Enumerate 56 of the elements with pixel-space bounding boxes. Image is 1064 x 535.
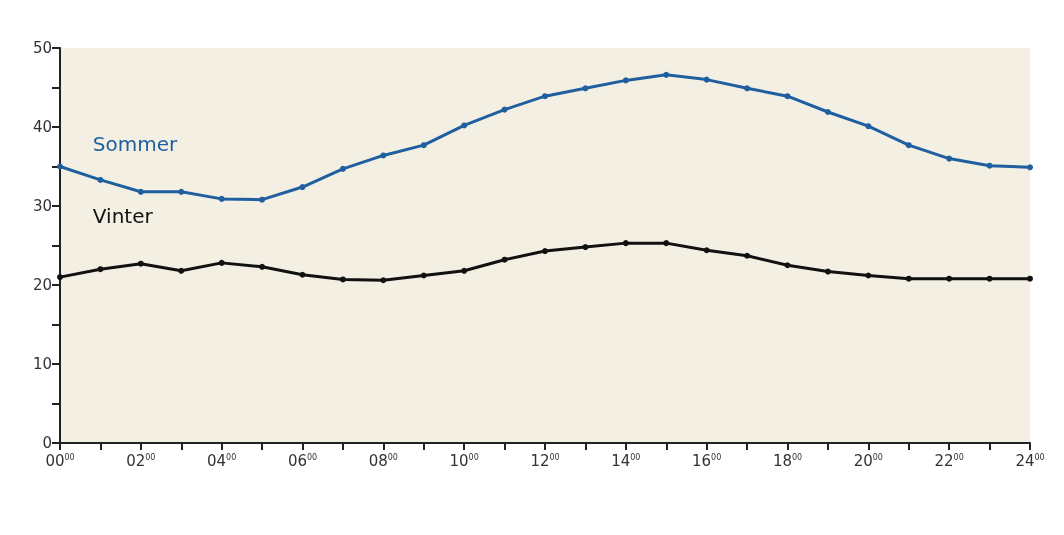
point bbox=[178, 267, 185, 274]
point bbox=[622, 77, 629, 84]
point bbox=[420, 142, 427, 149]
point bbox=[663, 71, 670, 78]
point bbox=[461, 267, 468, 274]
point bbox=[784, 93, 791, 100]
y-tick-label: 40 bbox=[32, 118, 52, 136]
point bbox=[339, 165, 346, 172]
point bbox=[137, 260, 144, 267]
point bbox=[542, 248, 548, 255]
point bbox=[986, 275, 993, 282]
point bbox=[744, 252, 751, 259]
point bbox=[218, 195, 225, 202]
point bbox=[946, 275, 953, 282]
point bbox=[218, 259, 225, 266]
point bbox=[501, 106, 508, 113]
y-tick-label: 10 bbox=[32, 355, 52, 373]
point bbox=[1027, 275, 1033, 282]
point bbox=[582, 244, 589, 251]
point bbox=[97, 176, 104, 183]
y-tick-label: 20 bbox=[32, 276, 52, 294]
point bbox=[501, 256, 508, 263]
point bbox=[380, 277, 387, 284]
point bbox=[905, 275, 912, 282]
point bbox=[703, 247, 710, 254]
point bbox=[824, 268, 831, 275]
point bbox=[1027, 164, 1033, 171]
point bbox=[986, 162, 993, 169]
point bbox=[703, 76, 710, 83]
y-tick-label: 0 bbox=[42, 434, 52, 452]
point bbox=[905, 142, 912, 149]
point bbox=[824, 108, 831, 115]
series-label: Vinter bbox=[92, 203, 154, 228]
point bbox=[663, 240, 670, 247]
point bbox=[542, 93, 548, 100]
y-tick-label: 30 bbox=[32, 197, 52, 215]
point bbox=[582, 85, 589, 92]
y-tick-label: 50 bbox=[32, 39, 52, 57]
point bbox=[946, 155, 953, 162]
point bbox=[339, 276, 346, 283]
point bbox=[299, 271, 306, 278]
point bbox=[784, 262, 791, 269]
point bbox=[299, 184, 306, 191]
point bbox=[259, 263, 266, 270]
point bbox=[622, 240, 629, 247]
point bbox=[744, 85, 751, 92]
point bbox=[57, 163, 63, 170]
point bbox=[380, 152, 387, 159]
series-label: Sommer bbox=[92, 131, 179, 156]
point bbox=[97, 266, 104, 273]
point bbox=[57, 274, 63, 281]
point bbox=[461, 122, 468, 129]
point bbox=[865, 123, 872, 130]
point bbox=[137, 188, 144, 195]
point bbox=[178, 188, 185, 195]
point bbox=[259, 196, 266, 203]
